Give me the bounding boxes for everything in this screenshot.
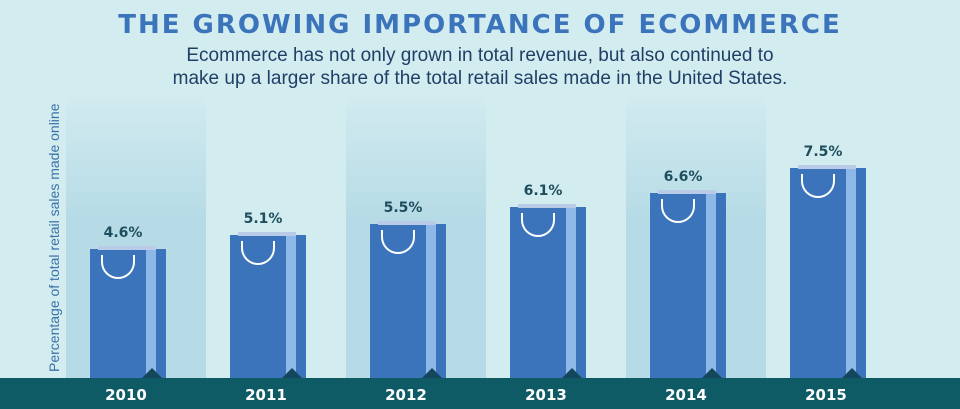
bar-side-2015 [846,168,856,378]
x-axis-footer-band [0,378,960,409]
x-tick-label-2010: 2010 [105,386,147,404]
data-label-2011: 5.1% [243,211,283,227]
bag-handle-icon [801,174,835,198]
bar-back-2012 [436,224,446,378]
bar-side-2012 [426,224,436,378]
bag-rim-2014 [658,190,716,194]
bag-rim-2010 [98,246,156,250]
bag-rim-2015 [798,165,856,169]
x-tick-label-2012: 2012 [385,386,427,404]
bar-side-2013 [566,207,576,378]
data-label-2010: 4.6% [103,225,143,241]
bar-back-2014 [716,193,726,378]
data-label-2013: 6.1% [523,183,563,199]
bar-notch [422,368,442,378]
bag-handle-icon [101,255,135,279]
bag-handle-icon [241,241,275,265]
bag-rim-2012 [378,221,436,225]
bag-rim-2013 [518,204,576,208]
bar-notch [142,368,162,378]
data-label-2014: 6.6% [663,169,703,185]
bar-back-2015 [856,168,866,378]
bar-side-2010 [146,249,156,378]
x-tick-label-2015: 2015 [805,386,847,404]
bag-handle-icon [381,230,415,254]
bar-notch [562,368,582,378]
bar-notch [282,368,302,378]
bar-2014 [650,193,706,378]
x-tick-label-2013: 2013 [525,386,567,404]
bag-handle-icon [521,213,555,237]
data-label-2015: 7.5% [803,144,843,160]
chart-title: THE GROWING IMPORTANCE OF ECOMMERCE [118,10,842,40]
bar-back-2011 [296,235,306,378]
bar-notch [702,368,722,378]
chart-subtitle-line-1: Ecommerce has not only grown in total re… [186,45,774,66]
y-axis-label: Percentage of total retail sales made on… [46,103,62,373]
chart-subtitle-line-2: make up a larger share of the total reta… [172,68,788,89]
bar-2015 [790,168,846,378]
bar-back-2010 [156,249,166,378]
bag-rim-2011 [238,232,296,236]
data-label-2012: 5.5% [383,200,423,216]
x-tick-label-2014: 2014 [665,386,707,404]
bar-side-2014 [706,193,716,378]
bar-side-2011 [286,235,296,378]
bag-handle-icon [661,199,695,223]
bar-notch [842,368,862,378]
x-tick-label-2011: 2011 [245,386,287,404]
bar-back-2013 [576,207,586,378]
